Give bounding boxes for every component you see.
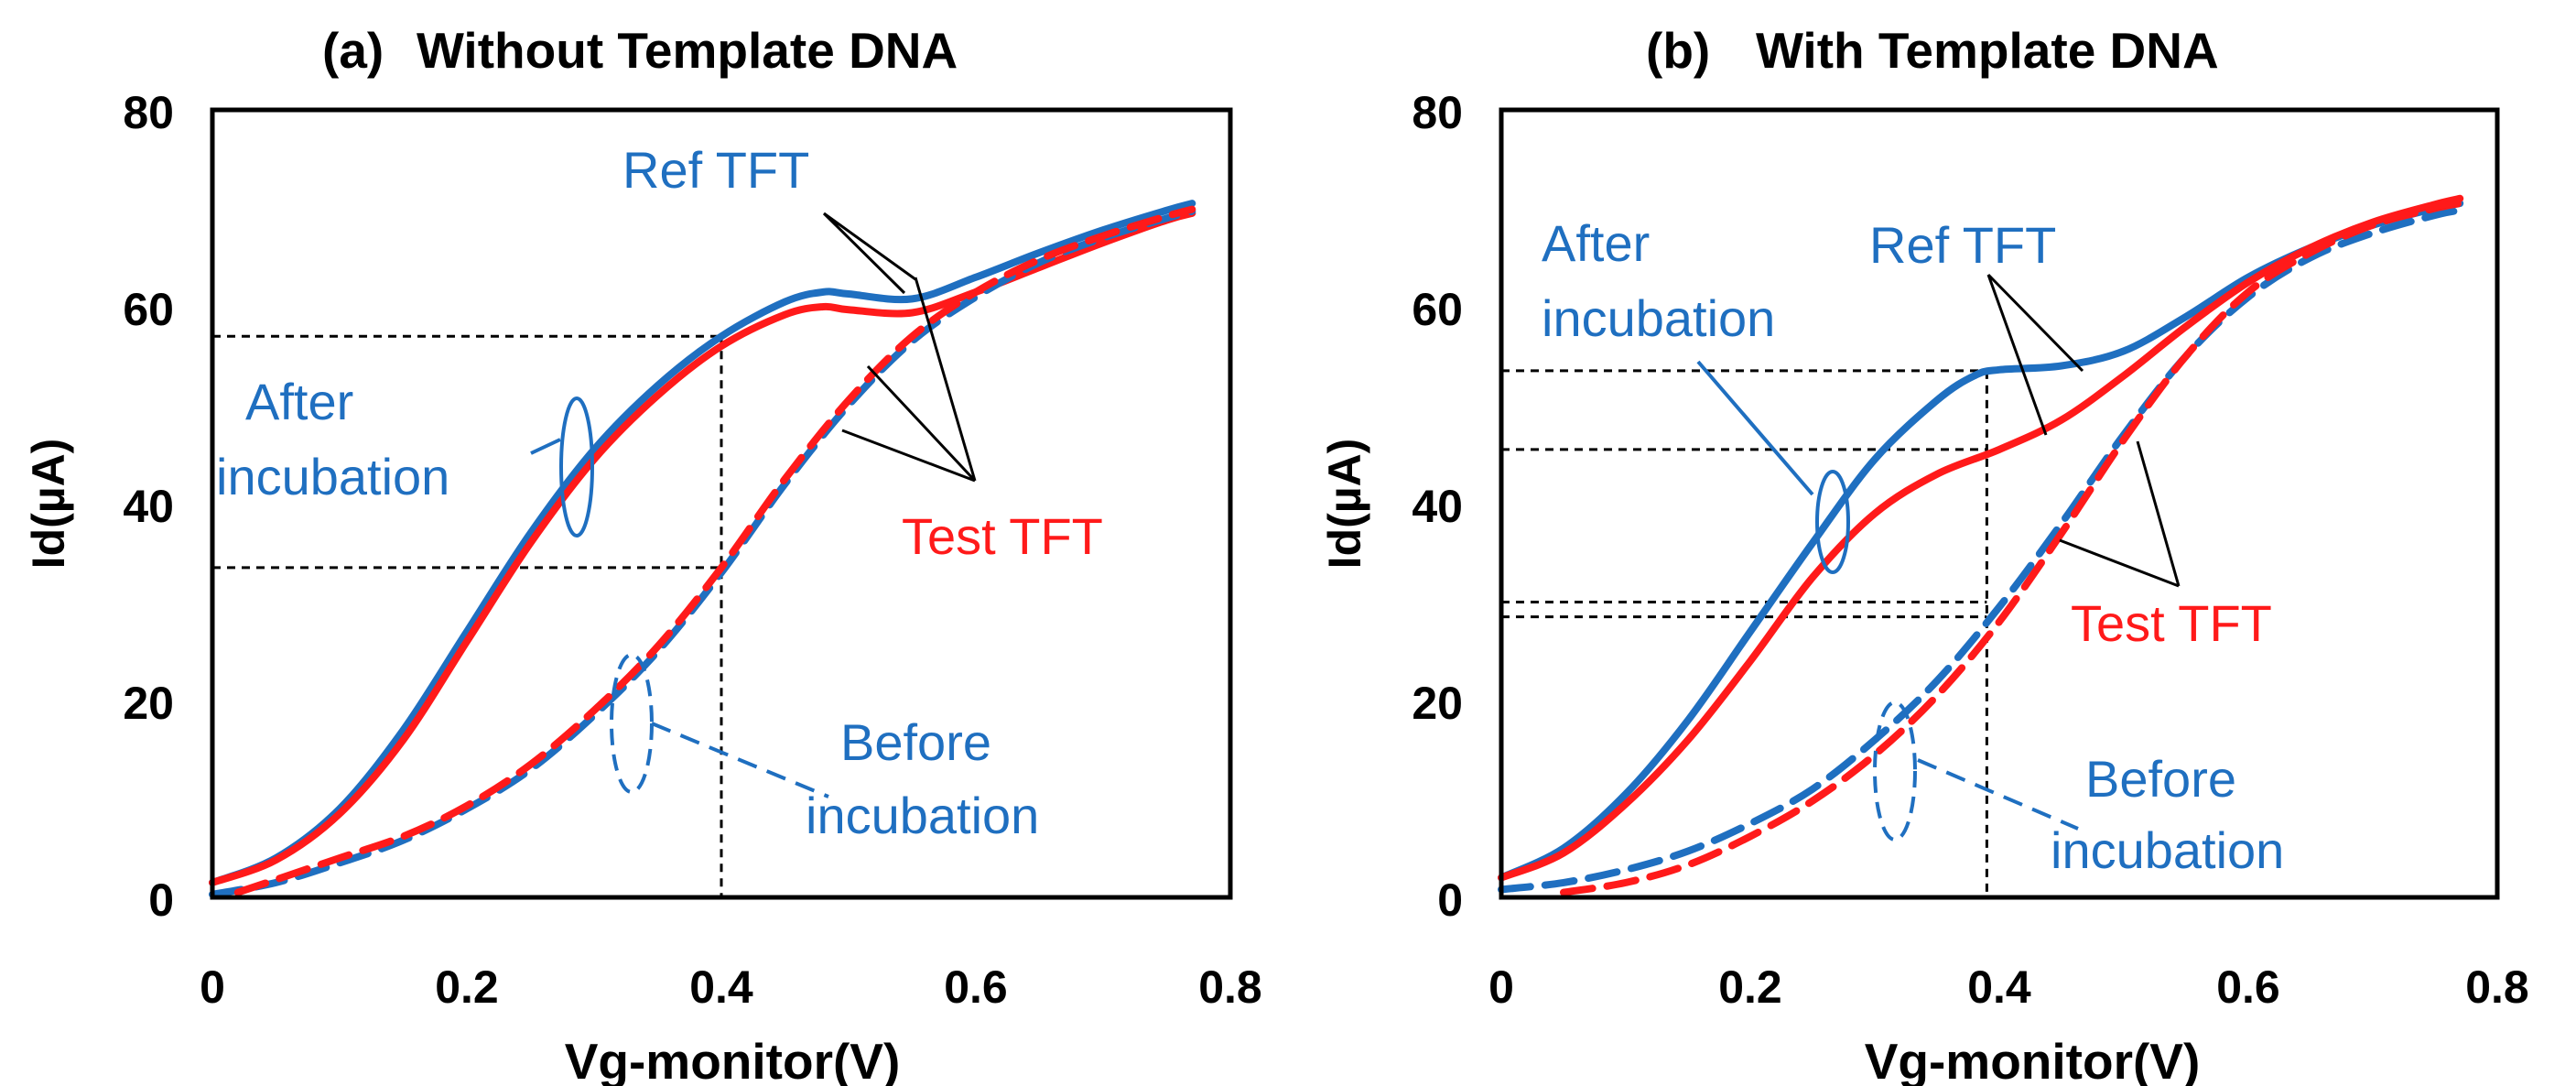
panel-b-ref-label: Ref TFT bbox=[1869, 216, 2056, 274]
panel-b-plot-frame bbox=[1499, 107, 2500, 900]
panel-b-xtick-0.8: 0.8 bbox=[2465, 961, 2529, 1013]
panel-b-before-label-line1: Before bbox=[2085, 750, 2236, 808]
panel-b-series-1 bbox=[1498, 194, 2464, 882]
panel-b-ytick-20: 20 bbox=[1412, 678, 1463, 729]
panel-a-y-axis-label: Id(µA) bbox=[23, 439, 74, 570]
panel-b-y-ticks: 0 20 40 60 80 bbox=[1412, 87, 1463, 926]
panel-a-series-3 bbox=[233, 205, 1196, 896]
panel-a-y-ticks: 0 20 40 60 80 bbox=[123, 87, 174, 926]
panel-a-series bbox=[209, 200, 1196, 898]
panel-a-guide-lines bbox=[212, 334, 723, 897]
panel-a-ref-pointer bbox=[822, 212, 916, 295]
panel-b-x-ticks: 0 0.2 0.4 0.6 0.8 bbox=[1488, 961, 2529, 1013]
panel-a-x-axis-label: Vg-monitor(V) bbox=[565, 1033, 901, 1086]
panel-b-ytick-60: 60 bbox=[1412, 284, 1463, 335]
panel-b-x-axis-label: Vg-monitor(V) bbox=[1865, 1033, 2201, 1086]
panel-a: (a) Without Template DNA Id(µA) Vg-monit… bbox=[23, 22, 1262, 1086]
panel-b-xtick-0.2: 0.2 bbox=[1718, 961, 1782, 1013]
panel-b-ref-pointer bbox=[1986, 273, 2084, 436]
panel-b-y-axis-label: Id(µA) bbox=[1319, 439, 1370, 570]
panel-a-title: Without Template DNA bbox=[417, 22, 958, 79]
panel-b-series bbox=[1498, 194, 2464, 896]
panel-b: (b) With Template DNA Id(µA) Vg-monitor(… bbox=[1319, 22, 2529, 1086]
panel-a-xtick-0.4: 0.4 bbox=[689, 961, 753, 1013]
panel-a-after-label-line1: After bbox=[245, 373, 353, 430]
panel-b-xtick-0.6: 0.6 bbox=[2216, 961, 2280, 1013]
panel-b-series-3 bbox=[1560, 200, 2464, 896]
panel-a-series-0 bbox=[209, 200, 1196, 886]
panel-b-series-2 bbox=[1498, 206, 2464, 894]
panel-a-ytick-80: 80 bbox=[123, 87, 174, 138]
panel-a-xtick-0.8: 0.8 bbox=[1198, 961, 1262, 1013]
panel-b-annotations: After incubation Ref TFT Test TFT Before… bbox=[1542, 214, 2284, 879]
panel-b-letter: (b) bbox=[1646, 22, 1710, 79]
panel-b-after-label-line2: incubation bbox=[1542, 289, 1775, 347]
panel-b-title: With Template DNA bbox=[1756, 22, 2219, 79]
panel-a-annotations: Ref TFT Test TFT After incubation Before… bbox=[216, 141, 1103, 844]
panel-a-test-pointer bbox=[841, 277, 977, 483]
panel-a-test-label: Test TFT bbox=[902, 507, 1103, 565]
panel-a-ref-label: Ref TFT bbox=[622, 141, 809, 199]
panel-b-after-pointer bbox=[1696, 360, 1814, 496]
panel-a-xtick-0.6: 0.6 bbox=[944, 961, 1008, 1013]
panel-b-ytick-40: 40 bbox=[1412, 481, 1463, 532]
panel-a-xtick-0.2: 0.2 bbox=[435, 961, 499, 1013]
panel-b-ytick-0: 0 bbox=[1437, 874, 1463, 926]
panel-a-before-ellipse bbox=[610, 653, 654, 794]
panel-a-after-ellipse bbox=[559, 396, 594, 538]
panel-a-before-label-line2: incubation bbox=[806, 787, 1039, 844]
panel-a-ytick-20: 20 bbox=[123, 678, 174, 729]
panel-a-ytick-40: 40 bbox=[123, 481, 174, 532]
panel-b-ytick-80: 80 bbox=[1412, 87, 1463, 138]
panel-b-after-ellipse bbox=[1815, 470, 1850, 574]
panel-a-plot-frame bbox=[210, 107, 1233, 900]
panel-b-before-ellipse bbox=[1873, 700, 1917, 842]
panel-b-guide-lines bbox=[1501, 369, 1988, 897]
panel-a-letter: (a) bbox=[322, 22, 384, 79]
panel-a-xtick-0: 0 bbox=[200, 961, 225, 1013]
panel-b-xtick-0.4: 0.4 bbox=[1967, 961, 2031, 1013]
panel-a-ytick-0: 0 bbox=[148, 874, 174, 926]
panel-a-before-pointer bbox=[651, 722, 829, 798]
panel-a-x-ticks: 0 0.2 0.4 0.6 0.8 bbox=[200, 961, 1262, 1013]
panel-a-series-1 bbox=[209, 209, 1196, 886]
panel-a-after-pointer bbox=[530, 438, 561, 455]
panel-b-before-label-line2: incubation bbox=[2051, 821, 2284, 879]
panel-a-ytick-60: 60 bbox=[123, 284, 174, 335]
panel-b-after-label-line1: After bbox=[1542, 214, 1650, 272]
panel-a-after-label-line2: incubation bbox=[216, 448, 449, 505]
panel-b-test-label: Test TFT bbox=[2071, 594, 2272, 652]
panel-b-test-pointer bbox=[2059, 440, 2181, 588]
panel-b-xtick-0: 0 bbox=[1488, 961, 1514, 1013]
panel-b-before-pointer bbox=[1917, 758, 2079, 831]
panel-a-before-label-line1: Before bbox=[840, 713, 991, 771]
